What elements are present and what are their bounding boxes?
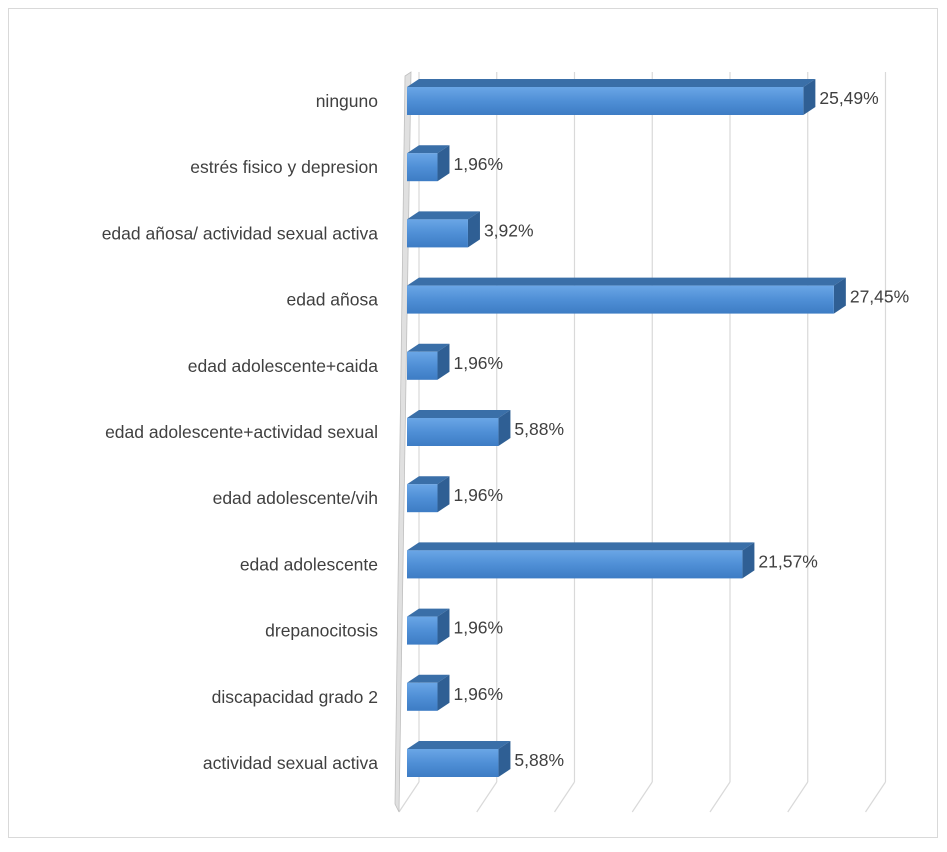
bar — [407, 608, 450, 645]
value-label: 5,88% — [514, 750, 564, 770]
bar-front — [407, 285, 834, 314]
category-label: edad adolescente+actividad sexual — [105, 422, 378, 442]
bar-front — [407, 87, 804, 115]
bar-front — [407, 418, 499, 446]
bar-front — [407, 550, 743, 579]
value-label: 21,57% — [758, 551, 817, 571]
bar-top — [407, 343, 450, 352]
gridline-floor — [476, 781, 498, 813]
gridline-floor — [709, 781, 731, 813]
category-label: actividad sexual activa — [203, 753, 378, 773]
bar-front — [407, 616, 438, 645]
axis-wall — [394, 71, 412, 813]
bar-side — [833, 277, 846, 314]
category-label: ninguno — [316, 91, 378, 111]
bar-side — [498, 410, 511, 446]
gridline-floor — [865, 781, 886, 813]
bar-side — [437, 145, 450, 182]
value-label: 1,96% — [453, 154, 503, 174]
bar — [407, 277, 846, 314]
value-label: 1,96% — [453, 485, 503, 505]
labels: ninguno 25,49% estrés fisico y depresion 1,… — [102, 88, 910, 773]
bar-side — [742, 542, 755, 579]
bar-top — [407, 476, 450, 485]
category-label: estrés fisico y depresion — [190, 157, 378, 177]
category-label: discapacidad grado 2 — [212, 687, 378, 707]
bar-top — [407, 277, 846, 286]
bar-top — [407, 542, 755, 551]
bar-side — [467, 211, 480, 248]
bar-side — [803, 79, 816, 115]
gridline-floor — [398, 781, 420, 813]
bar-side — [437, 674, 450, 711]
value-label: 1,96% — [453, 618, 503, 638]
value-label: 1,96% — [453, 684, 503, 704]
bar — [407, 476, 450, 513]
bar-side — [498, 741, 511, 777]
category-label: edad añosa/ actividad sexual activa — [102, 223, 379, 243]
value-label: 3,92% — [484, 220, 534, 240]
bar-top — [407, 674, 450, 683]
category-label: edad añosa — [287, 290, 379, 310]
category-label: edad adolescente/vih — [213, 488, 378, 508]
value-label: 1,96% — [453, 353, 503, 373]
bar-top — [407, 211, 480, 220]
gridline-floor — [787, 781, 809, 813]
bar — [407, 79, 816, 115]
value-label: 25,49% — [819, 88, 878, 108]
category-label: edad adolescente — [240, 554, 378, 574]
bar-front — [407, 682, 438, 711]
bar-top — [407, 410, 511, 418]
bar-side — [437, 343, 450, 380]
bar — [407, 343, 450, 380]
bar-top — [407, 79, 816, 87]
bar-top — [407, 741, 511, 749]
value-label: 27,45% — [850, 287, 909, 307]
bar — [407, 145, 450, 182]
gridline-floor — [631, 781, 653, 813]
bar-front — [407, 351, 438, 380]
bar-front — [407, 219, 468, 248]
bar-front — [407, 153, 438, 182]
gridlines — [394, 71, 887, 813]
bar — [407, 211, 480, 248]
bar-top — [407, 145, 450, 154]
bar-side — [437, 608, 450, 645]
gridline-floor — [554, 781, 575, 813]
bar-front — [407, 749, 499, 777]
bars — [407, 79, 846, 777]
bar-side — [437, 476, 450, 513]
bar — [407, 410, 511, 446]
bar-top — [407, 608, 450, 617]
bar — [407, 741, 511, 777]
bar-front — [407, 484, 438, 513]
category-label: edad adolescente+caida — [188, 356, 378, 376]
bar — [407, 674, 450, 711]
bar — [407, 542, 755, 579]
chart-frame — [8, 8, 938, 838]
value-label: 5,88% — [514, 419, 564, 439]
category-label: drepanocitosis — [265, 621, 378, 641]
